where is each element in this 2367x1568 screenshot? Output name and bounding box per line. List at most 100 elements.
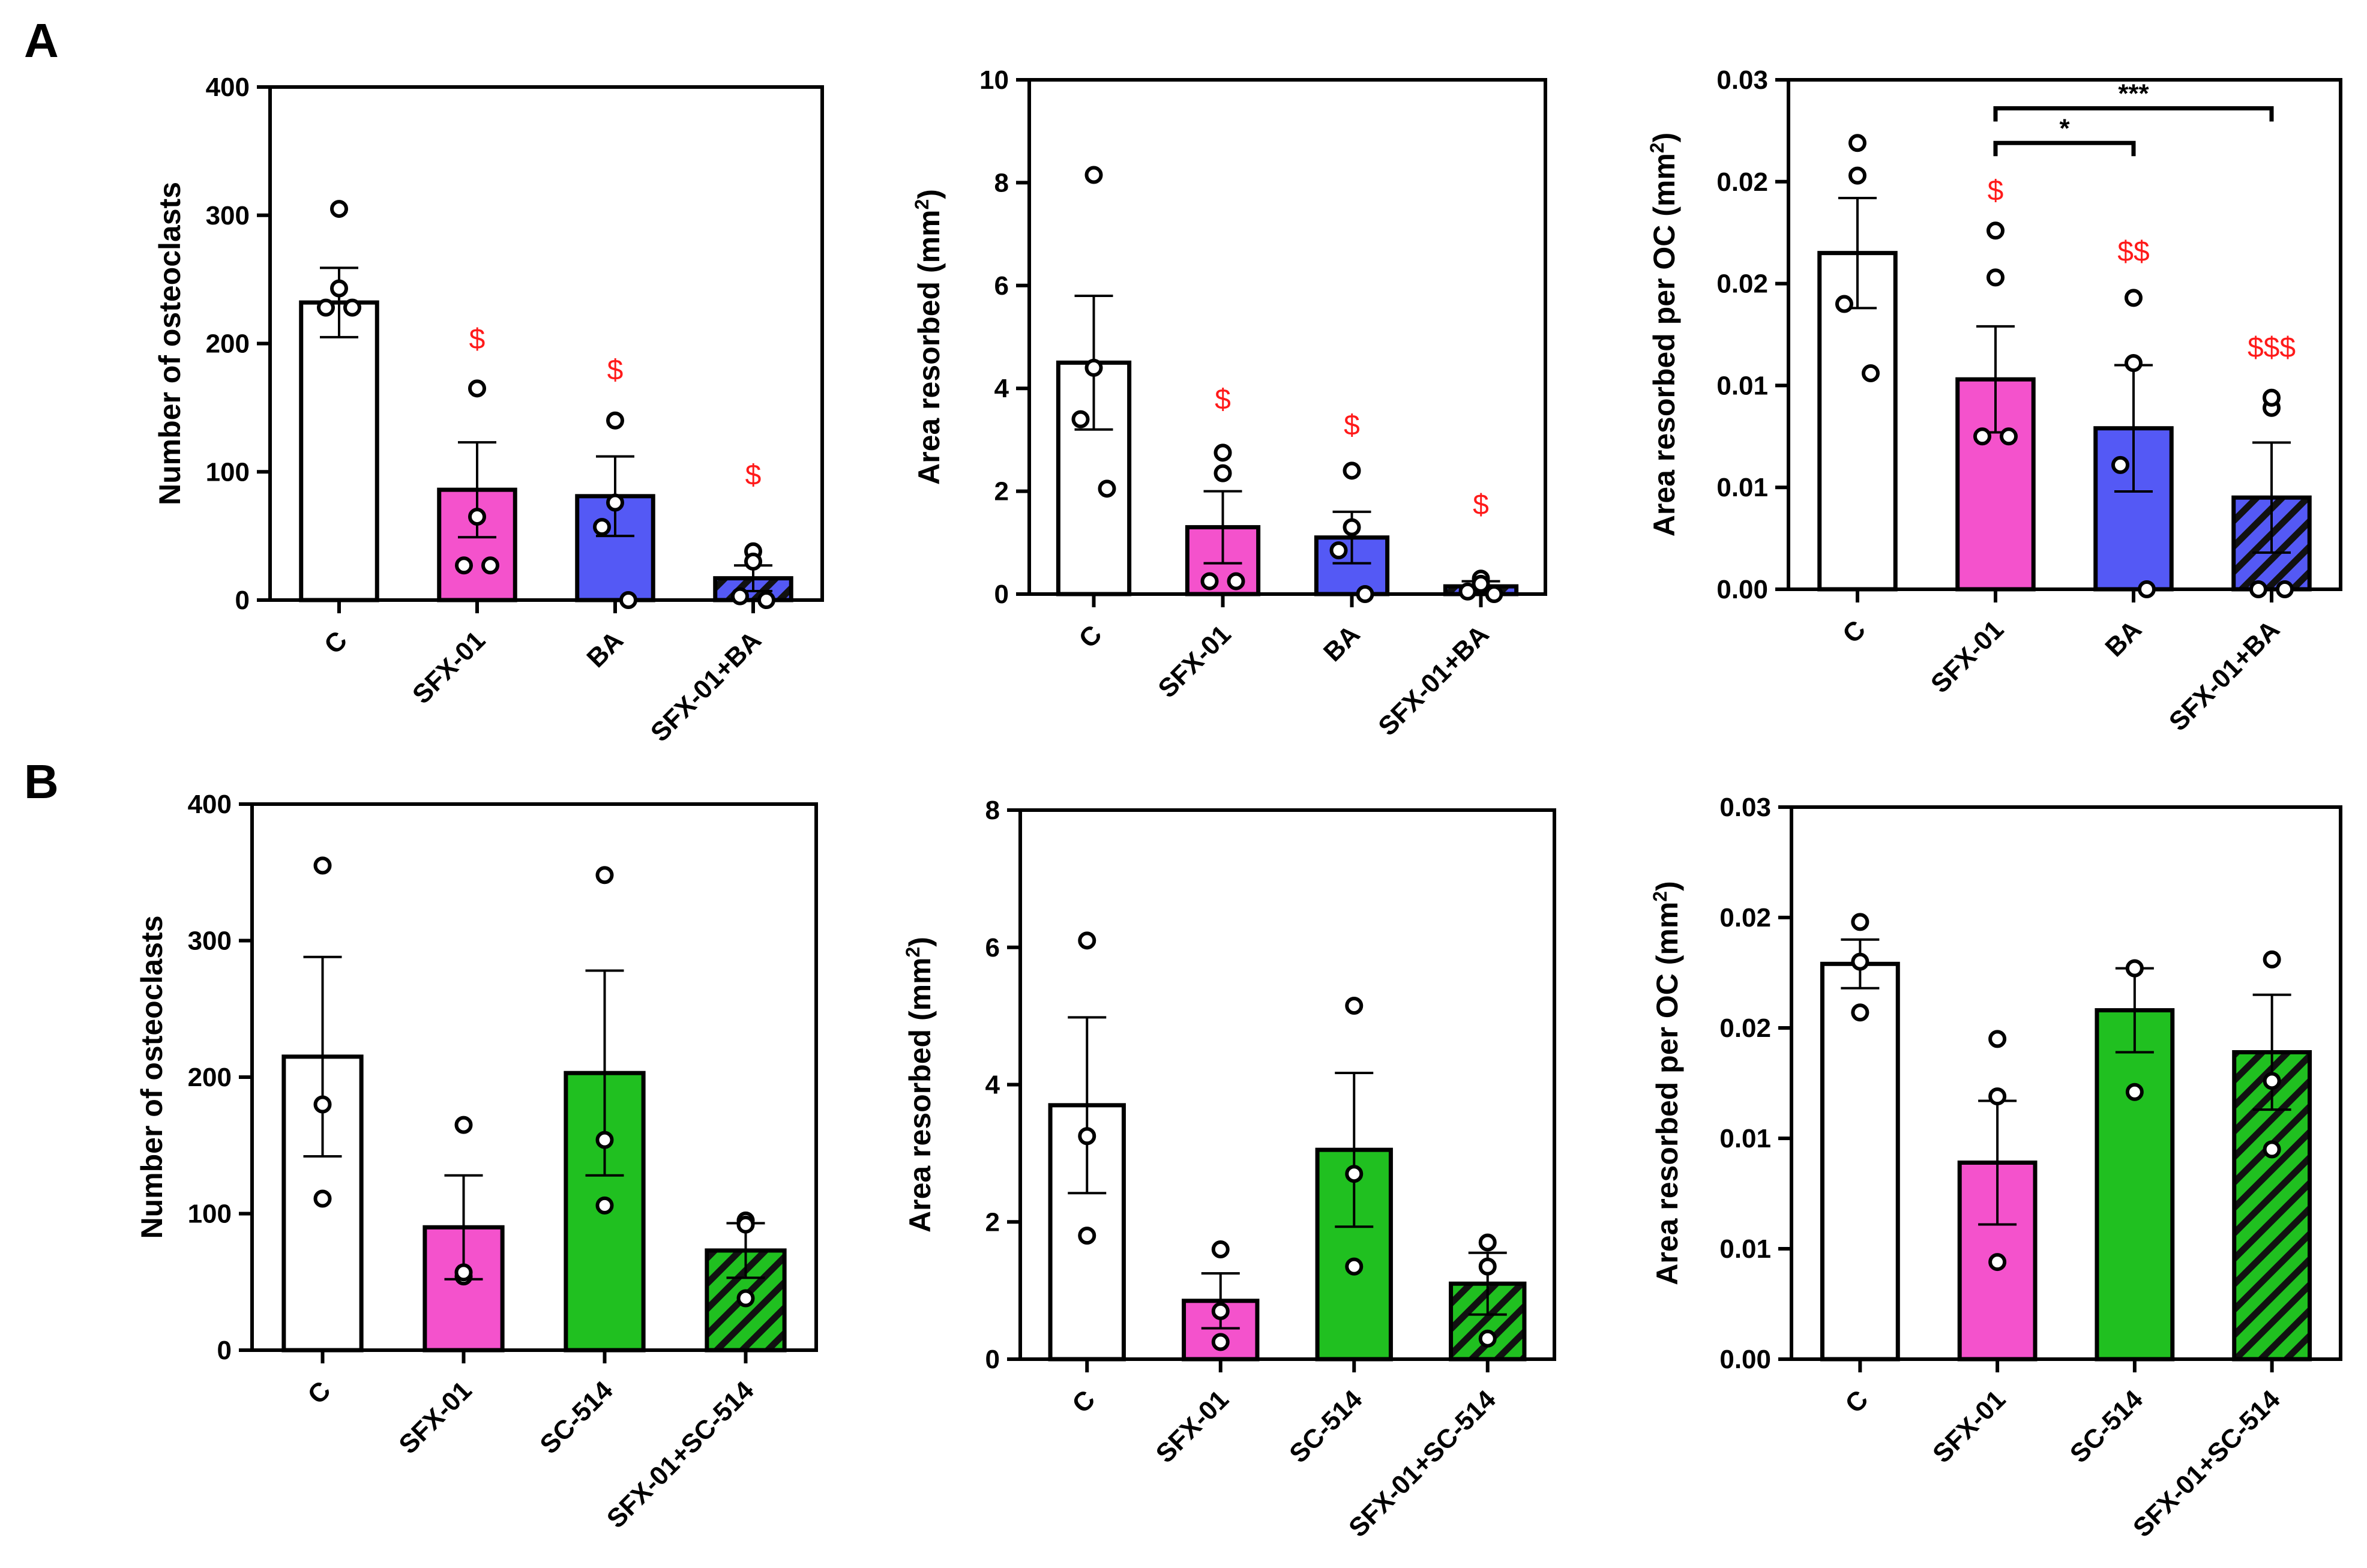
- y-tick-label: 0.03: [1719, 793, 1771, 822]
- y-tick-label: 0: [235, 586, 250, 615]
- y-tick-label: 200: [206, 329, 250, 359]
- data-point: [313, 1189, 332, 1208]
- x-tick-label: C: [1837, 614, 1871, 649]
- data-point: [1478, 1329, 1497, 1348]
- plot-frame: [1787, 78, 2342, 591]
- chart-4: 0 100 200 300 400 Number of osteoclasts C SFX-0…: [135, 790, 818, 1534]
- x-tick-label: SFX-01: [1152, 619, 1236, 703]
- data-point: [1343, 461, 1361, 480]
- y-tick-label: 8: [985, 796, 1000, 825]
- y-tick-label: 0.02: [1719, 903, 1771, 933]
- x-tick-label: SFX-01: [1925, 614, 2009, 698]
- data-point: [468, 508, 486, 526]
- data-point: [595, 1131, 614, 1149]
- data-point: [1084, 166, 1103, 184]
- data-point: [2111, 455, 2129, 474]
- data-point: [455, 556, 473, 575]
- x-tick-label: SFX-01+BA: [1373, 619, 1494, 741]
- y-tick-label: 300: [206, 201, 250, 230]
- data-point: [1356, 585, 1374, 603]
- y-axis-label-text: Area resorbed (mm: [912, 209, 946, 485]
- data-point: [2263, 388, 2281, 407]
- significance-marker: $: [1215, 383, 1231, 415]
- data-point: [1084, 358, 1103, 377]
- data-point: [1214, 443, 1232, 462]
- data-point: [2125, 1083, 2144, 1101]
- y-axis-label-text: Number of osteoclasts: [135, 915, 169, 1239]
- data-point: [1987, 221, 2005, 240]
- y-axis-label: Area resorbed (mm2): [902, 937, 937, 1233]
- data-point: [736, 1289, 755, 1308]
- data-point: [744, 552, 762, 571]
- data-point: [454, 1116, 473, 1134]
- chart-1: 0 100 200 300 400 Number of osteoclasts C SFX-0…: [153, 73, 824, 748]
- data-point: [1988, 1030, 2007, 1048]
- y-tick-label: 0: [994, 580, 1009, 609]
- data-point: [593, 518, 611, 536]
- bracket-label: ***: [2118, 79, 2149, 109]
- y-axis-label: Area resorbed per OC (mm2): [1646, 133, 1681, 537]
- y-tick-label: 6: [985, 933, 1000, 963]
- x-tick-label: BA: [1318, 619, 1366, 667]
- y-tick-label: 0.00: [1719, 1345, 1771, 1374]
- y-axis-label: Number of osteoclasts: [153, 182, 187, 505]
- x-tick-label: SFX-01+BA: [2164, 614, 2285, 736]
- data-point: [1851, 1003, 1869, 1022]
- data-point: [1848, 166, 1866, 185]
- y-tick-label: 0.01: [1719, 1234, 1771, 1264]
- x-tick-label: SFX-01: [1150, 1384, 1235, 1468]
- x-tick-label: C: [319, 625, 353, 659]
- y-tick-label: 0: [985, 1345, 1000, 1374]
- significance-marker: $: [745, 460, 762, 491]
- x-tick-label: BA: [2099, 614, 2147, 662]
- data-point: [468, 379, 486, 398]
- y-tick-label: 2: [985, 1207, 1000, 1237]
- data-point: [1988, 1253, 2007, 1272]
- data-point: [1851, 952, 1869, 971]
- data-point: [595, 1196, 614, 1215]
- data-point: [606, 411, 624, 430]
- data-point: [1098, 479, 1116, 498]
- data-point: [1214, 464, 1232, 482]
- data-point: [481, 556, 499, 575]
- significance-marker: $: [1473, 489, 1489, 521]
- data-point: [1485, 585, 1503, 603]
- data-point: [1472, 574, 1490, 593]
- data-point: [317, 298, 335, 317]
- data-point: [313, 856, 332, 875]
- y-tick-label: 100: [206, 457, 250, 487]
- data-point: [1200, 572, 1219, 590]
- data-point: [1835, 295, 1853, 313]
- significance-marker: $: [1344, 409, 1360, 441]
- x-tick-label: SFX-01: [393, 1375, 477, 1459]
- data-point: [313, 1095, 332, 1114]
- data-point: [1345, 996, 1364, 1015]
- data-point: [1071, 410, 1090, 428]
- y-axis-label-end: ): [1647, 133, 1681, 143]
- significance-marker: $$$: [2248, 332, 2296, 364]
- data-point: [619, 591, 637, 609]
- data-point: [2276, 580, 2294, 598]
- significance-bracket: [1993, 106, 2274, 122]
- bracket-label: *: [2059, 113, 2070, 143]
- data-point: [1078, 931, 1096, 950]
- x-tick-label: SC-514: [1284, 1384, 1368, 1469]
- data-point: [1345, 1165, 1364, 1183]
- data-point: [2263, 950, 2281, 969]
- data-point: [1973, 427, 1991, 446]
- data-point: [1345, 1257, 1364, 1276]
- y-tick-label: 0.00: [1716, 575, 1768, 604]
- data-point: [736, 1215, 755, 1234]
- data-point: [1987, 268, 2005, 287]
- data-point: [1478, 1257, 1497, 1276]
- y-tick-label: 0.02: [1719, 1014, 1771, 1043]
- x-tick-label: SC-514: [2065, 1384, 2149, 1469]
- x-tick-label: SFX-01+SC-514: [1343, 1384, 1502, 1543]
- data-point: [330, 279, 348, 298]
- data-point: [1478, 1233, 1497, 1252]
- data-point: [1862, 364, 1880, 383]
- y-tick-label: 0.01: [1716, 473, 1768, 502]
